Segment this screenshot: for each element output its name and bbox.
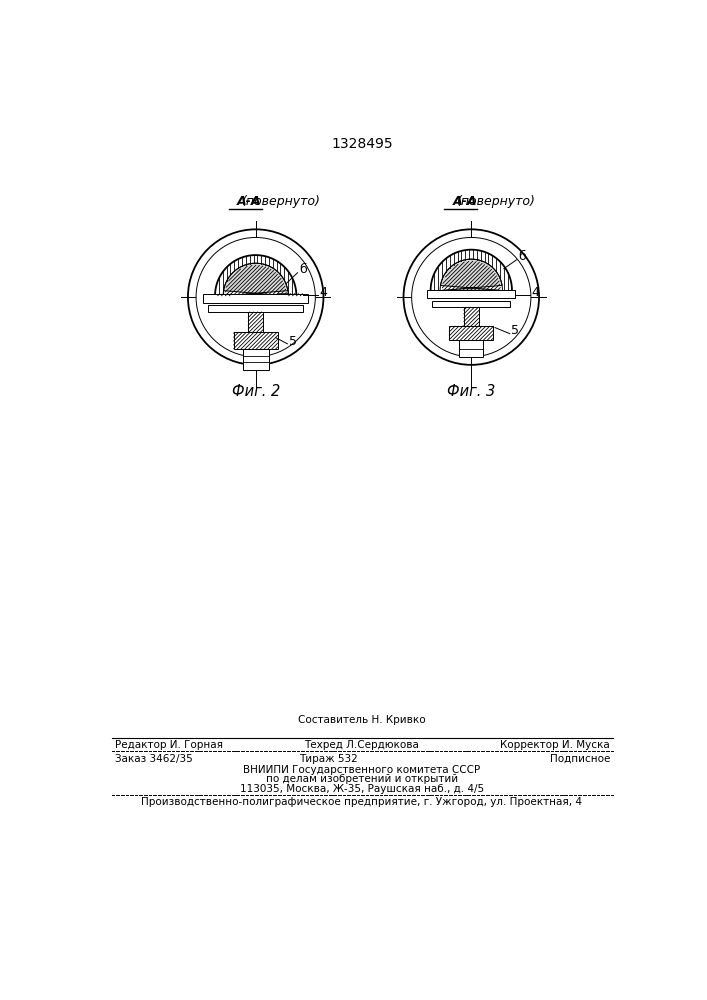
Text: 1328495: 1328495 [331, 137, 393, 151]
Text: Редактор И. Горная: Редактор И. Горная [115, 740, 223, 750]
Circle shape [411, 237, 531, 357]
Text: Заказ 3462/35: Заказ 3462/35 [115, 754, 192, 764]
Text: A-A: A-A [238, 195, 262, 208]
Bar [427, 290, 515, 298]
Text: (повернуто): (повернуто) [241, 195, 320, 208]
Circle shape [188, 229, 324, 365]
Text: 5: 5 [289, 335, 297, 348]
Bar [460, 340, 483, 357]
Polygon shape [440, 259, 502, 290]
Circle shape [404, 229, 539, 365]
Text: Фиг. 2: Фиг. 2 [232, 384, 280, 399]
Text: б: б [299, 263, 307, 276]
Text: Корректор И. Муска: Корректор И. Муска [500, 740, 610, 750]
Text: Подписное: Подписное [549, 754, 610, 764]
Bar [203, 294, 308, 303]
Text: 4: 4 [532, 286, 539, 299]
Bar [432, 301, 510, 307]
Text: б: б [518, 250, 526, 263]
Polygon shape [215, 255, 296, 296]
Text: по делам изобретений и открытий: по делам изобретений и открытий [266, 774, 458, 784]
Circle shape [196, 237, 315, 357]
Text: A-A: A-A [453, 195, 477, 208]
Text: 4: 4 [320, 286, 327, 299]
Bar [234, 332, 278, 349]
Text: ВНИИПИ Государственного комитета СССР: ВНИИПИ Государственного комитета СССР [243, 765, 481, 775]
Bar [449, 326, 493, 340]
Polygon shape [216, 294, 233, 296]
Polygon shape [223, 263, 288, 296]
Text: Техред Л.Сердюкова: Техред Л.Сердюкова [305, 740, 419, 750]
Text: Составитель Н. Кривко: Составитель Н. Кривко [298, 715, 426, 725]
Polygon shape [431, 250, 512, 290]
Text: Производственно-полиграфическое предприятие, г. Ужгород, ул. Проектная, 4: Производственно-полиграфическое предприя… [141, 797, 583, 807]
Polygon shape [440, 259, 503, 290]
Text: (повернуто): (повернуто) [457, 195, 535, 208]
Text: Тираж 532: Тираж 532 [300, 754, 358, 764]
Bar [248, 312, 263, 332]
Text: 113035, Москва, Ж-35, Раушская наб., д. 4/5: 113035, Москва, Ж-35, Раушская наб., д. … [240, 784, 484, 794]
Bar [209, 305, 303, 312]
Polygon shape [278, 294, 296, 296]
Text: 5: 5 [511, 324, 520, 337]
Bar [243, 349, 269, 370]
Bar [464, 307, 479, 326]
Polygon shape [223, 263, 288, 296]
Text: Фиг. 3: Фиг. 3 [447, 384, 496, 399]
